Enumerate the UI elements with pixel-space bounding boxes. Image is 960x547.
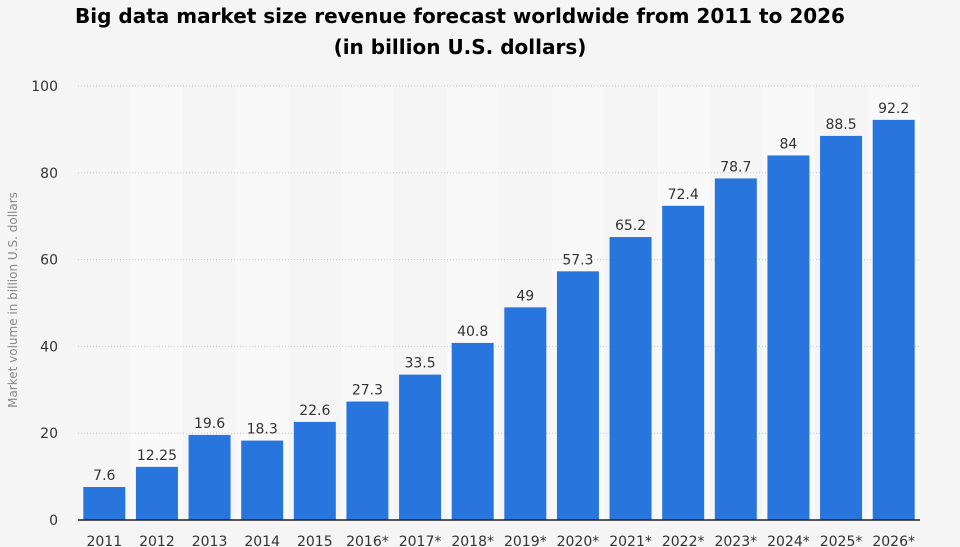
x-tick-label: 2022*	[662, 534, 705, 547]
chart-subtitle: (in billion U.S. dollars)	[333, 35, 587, 59]
x-tick-label: 2024*	[767, 534, 810, 547]
y-tick-label: 60	[40, 253, 58, 269]
bar-value-label: 57.3	[562, 252, 593, 268]
bar	[504, 307, 547, 520]
bar	[346, 401, 389, 520]
x-tick-label: 2019*	[504, 534, 547, 547]
bar	[662, 205, 705, 520]
y-tick-label: 0	[49, 513, 58, 529]
bar	[714, 178, 757, 520]
bar	[83, 487, 126, 520]
bar	[872, 119, 915, 521]
x-tick-label: 2021*	[609, 534, 652, 547]
y-axis-ticks: 0 20 40 60 80 100	[31, 79, 58, 529]
y-tick-label: 80	[40, 166, 58, 182]
x-tick-label: 2012	[139, 534, 175, 547]
bar-value-label: 49	[516, 288, 534, 304]
x-tick-label: 2023*	[714, 534, 757, 547]
bar	[609, 237, 652, 521]
y-axis-label: Market volume in billion U.S. dollars	[6, 192, 20, 408]
bar	[399, 374, 442, 520]
y-tick-label: 20	[40, 426, 58, 442]
chart-title: Big data market size revenue forecast wo…	[75, 4, 845, 28]
x-tick-label: 2017*	[399, 534, 442, 547]
bar-value-label: 78.7	[720, 159, 751, 175]
x-tick-label: 2016*	[346, 534, 389, 547]
chart-title-block: Big data market size revenue forecast wo…	[0, 0, 920, 63]
bar	[293, 421, 336, 520]
bar-value-label: 12.25	[137, 448, 177, 464]
bar-value-label: 72.4	[668, 187, 699, 203]
bar-value-label: 22.6	[299, 403, 330, 419]
x-axis-labels: 2011 2012 2013 2014 2015 2016* 2017* 2018* 2019*…	[86, 534, 915, 547]
bar-value-label: 65.2	[615, 218, 646, 234]
bar-value-label: 7.6	[93, 468, 115, 484]
x-tick-label: 2018*	[451, 534, 494, 547]
x-tick-label: 2026*	[872, 534, 915, 547]
bar-value-label: 92.2	[878, 101, 909, 117]
bar	[135, 466, 178, 520]
bar-value-label: 27.3	[352, 383, 383, 399]
bar-value-label: 18.3	[247, 422, 278, 438]
bars	[83, 119, 915, 521]
bar	[556, 271, 599, 520]
bar-value-label: 40.8	[457, 324, 488, 340]
bar-value-label: 19.6	[194, 416, 225, 432]
bar	[451, 342, 494, 520]
x-tick-label: 2020*	[557, 534, 600, 547]
bar	[188, 434, 231, 520]
bar-value-label: 88.5	[825, 117, 856, 133]
x-tick-label: 2014	[244, 534, 280, 547]
value-labels: 7.6 12.25 19.6 18.3 22.6 27.3 33.5 40.8 49 57.3 65…	[93, 101, 909, 484]
bar	[241, 440, 284, 520]
x-tick-label: 2025*	[820, 534, 863, 547]
y-tick-label: 100	[31, 79, 58, 95]
bar-value-label: 33.5	[404, 356, 435, 372]
column-band	[130, 86, 184, 520]
x-tick-label: 2015	[297, 534, 333, 547]
x-tick-label: 2011	[86, 534, 122, 547]
bar	[820, 135, 863, 520]
bar-value-label: 84	[780, 136, 798, 152]
bar	[767, 155, 810, 520]
gridlines	[78, 85, 920, 434]
y-tick-label: 40	[40, 339, 58, 355]
x-tick-label: 2013	[192, 534, 228, 547]
